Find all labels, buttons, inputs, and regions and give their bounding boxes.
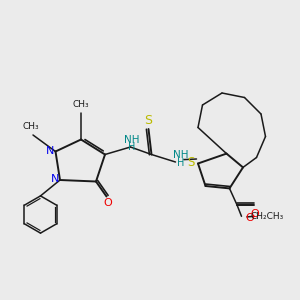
Text: N: N bbox=[51, 173, 59, 184]
Text: NH: NH bbox=[124, 135, 140, 145]
Text: O: O bbox=[245, 213, 254, 223]
Text: CH₃: CH₃ bbox=[73, 100, 89, 109]
Text: NH: NH bbox=[173, 150, 189, 161]
Text: CH₃: CH₃ bbox=[22, 122, 39, 131]
Text: H: H bbox=[128, 142, 136, 152]
Text: N: N bbox=[46, 146, 54, 157]
Text: CH₂CH₃: CH₂CH₃ bbox=[251, 212, 284, 221]
Text: O: O bbox=[250, 209, 260, 219]
Text: S: S bbox=[187, 155, 194, 169]
Text: H: H bbox=[177, 158, 184, 168]
Text: S: S bbox=[144, 114, 152, 128]
Text: O: O bbox=[103, 198, 112, 208]
